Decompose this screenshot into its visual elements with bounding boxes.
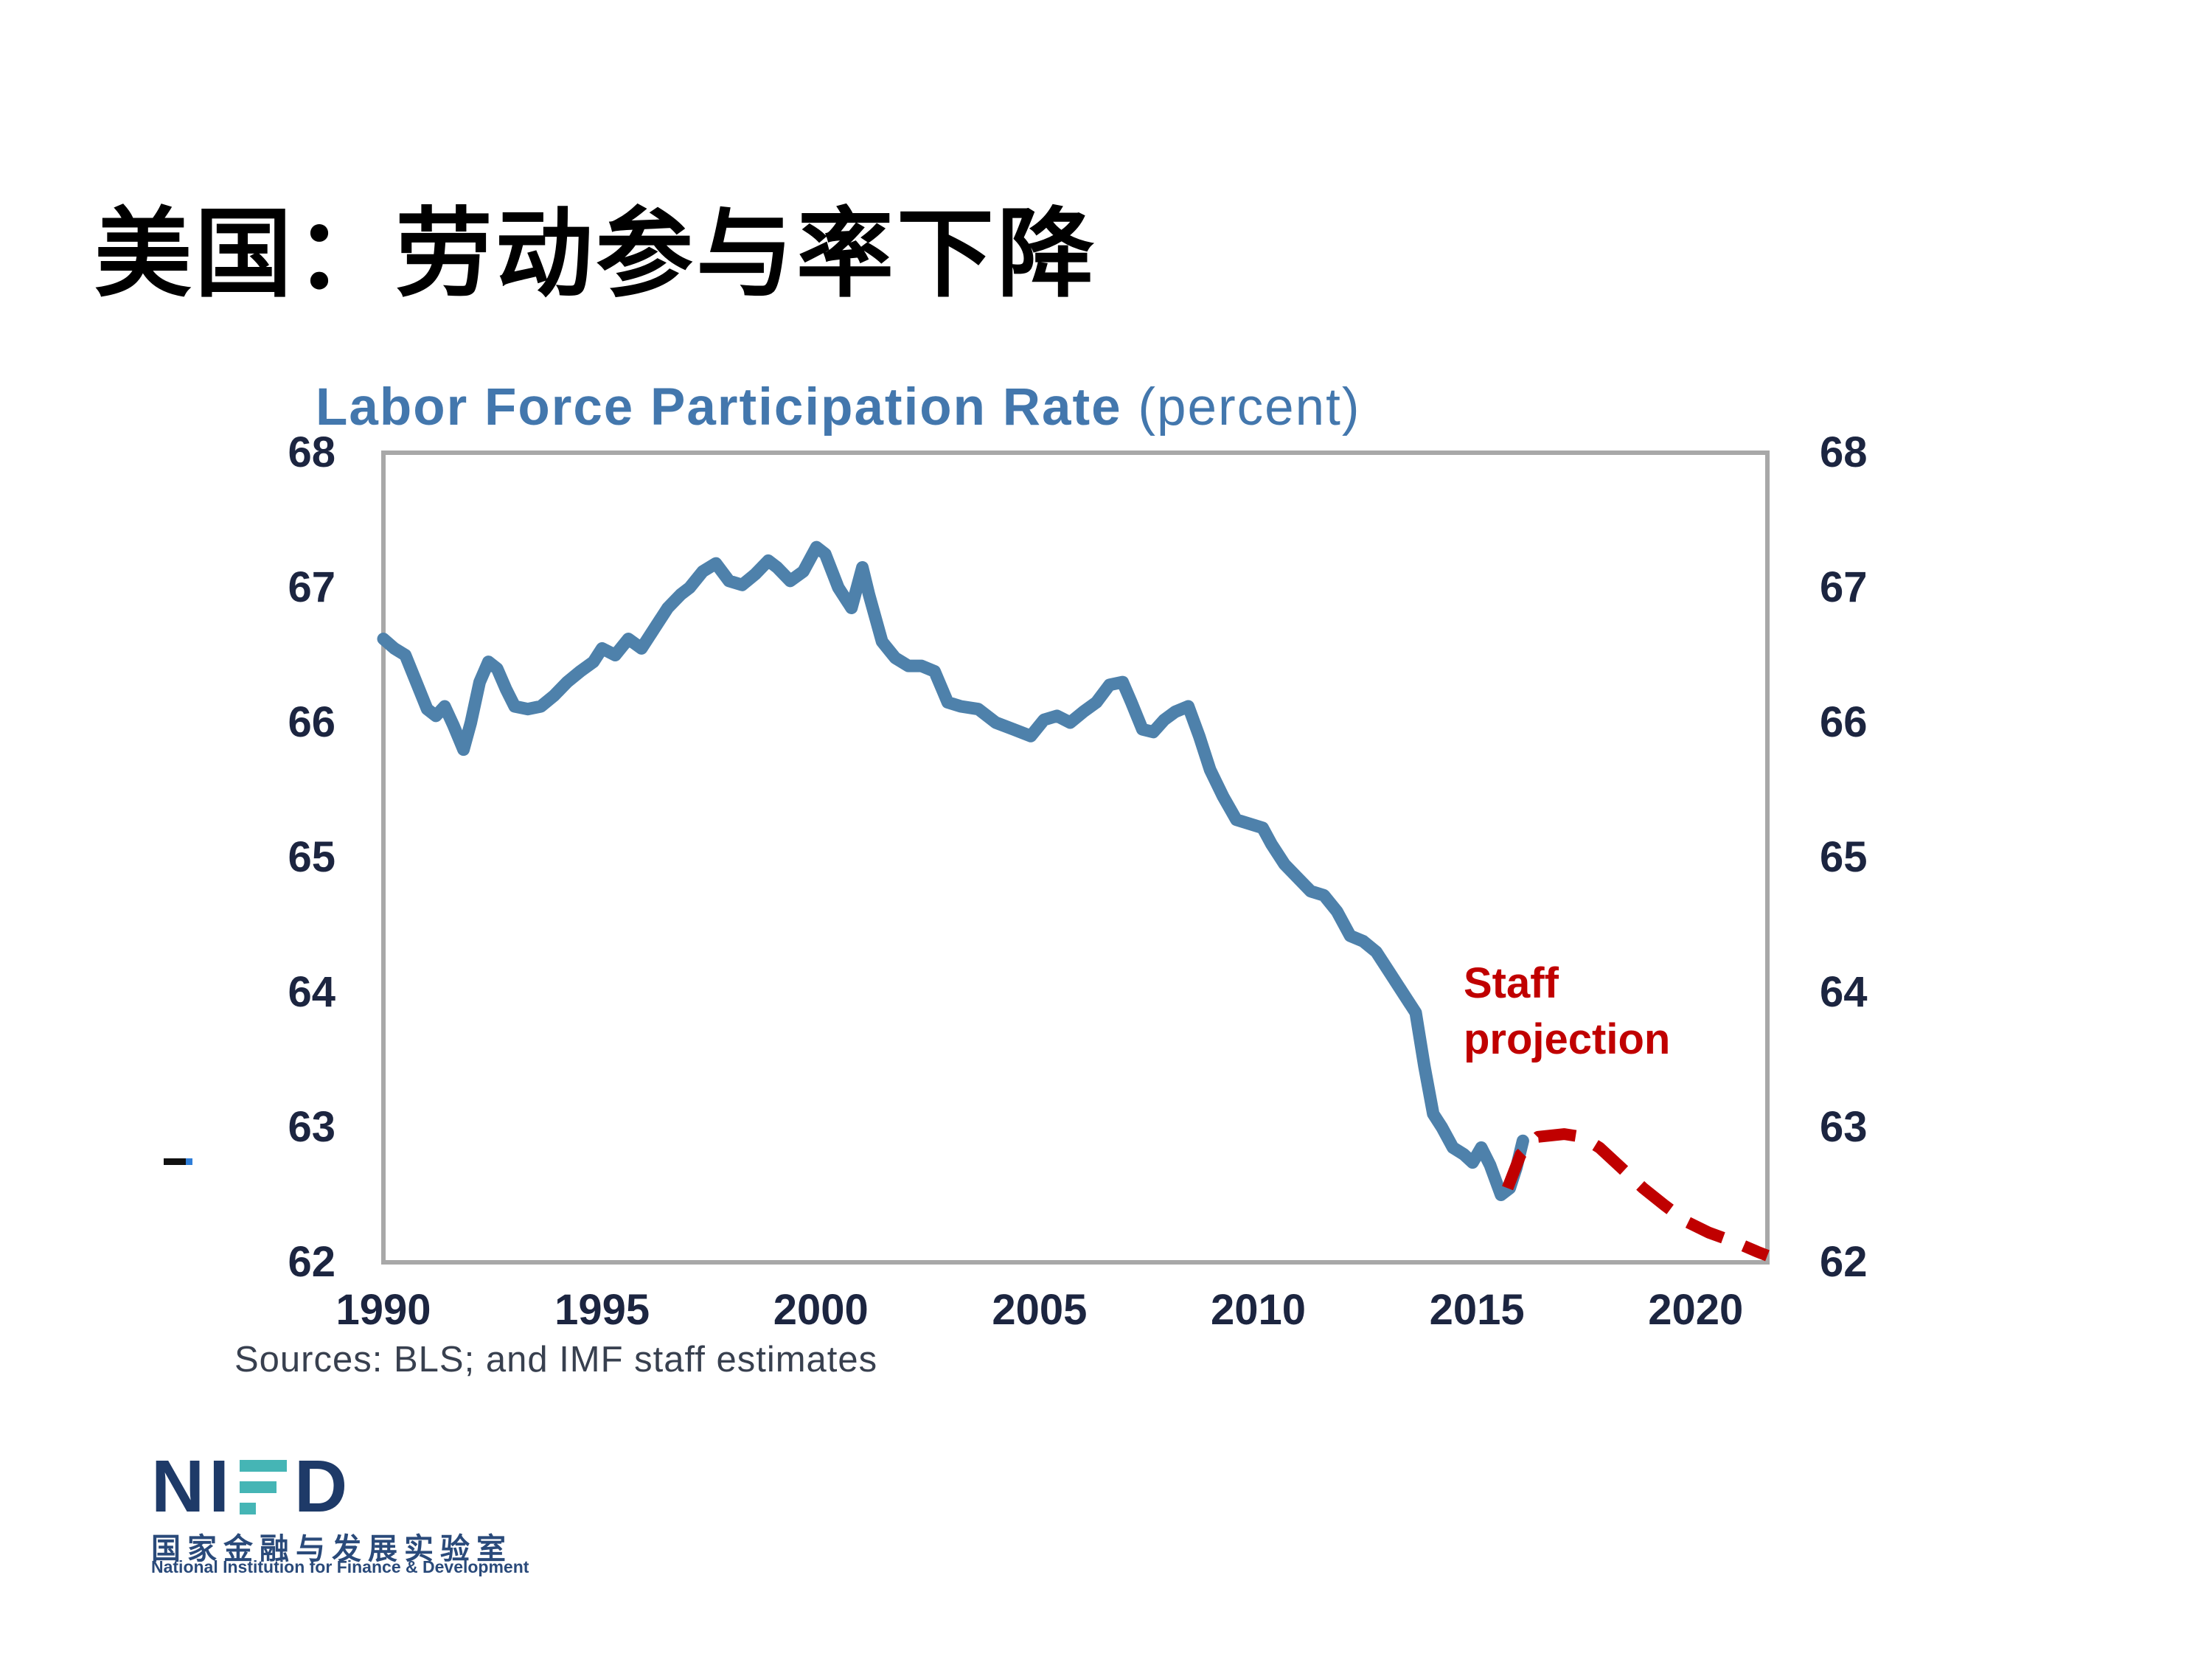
y-tick-label-left: 67: [288, 563, 335, 611]
y-tick-label-right: 67: [1820, 563, 1868, 611]
y-tick-label-left: 64: [288, 968, 335, 1016]
chart-title: Labor Force Participation Rate (percent): [316, 378, 1361, 437]
y-tick-label-left: 66: [288, 698, 335, 746]
plot-border: [381, 451, 1770, 1265]
x-tick-label: 2005: [992, 1286, 1088, 1334]
y-tick-label-right: 66: [1820, 698, 1868, 746]
logo-f-bar-bottom: [240, 1503, 257, 1514]
logo-f-bar-top: [240, 1460, 288, 1472]
dash-bullet-black: [164, 1158, 186, 1165]
y-tick-label-right: 63: [1820, 1103, 1868, 1151]
y-tick-label-right: 68: [1820, 428, 1868, 476]
source-note: Sources: BLS; and IMF staff estimates: [234, 1340, 878, 1380]
y-tick-label-left: 68: [288, 428, 335, 476]
logo-f-bar-middle: [240, 1481, 277, 1493]
x-tick-label: 1995: [554, 1286, 650, 1334]
staff-annotation-line2: projection: [1464, 1015, 1671, 1063]
chart-title-main: Labor Force Participation Rate: [316, 378, 1122, 437]
y-tick-label-left: 62: [288, 1238, 335, 1286]
y-tick-label-right: 64: [1820, 968, 1868, 1016]
staff-projection-annotation: Staff projection: [1464, 956, 1670, 1068]
nifd-logo-chinese-name: 国家金融与发展实验室: [151, 1533, 512, 1565]
logo-letter-f-bars-icon: [240, 1460, 288, 1514]
actual-line: [377, 540, 1529, 1201]
slide-title: 美国：劳动参与率下降: [94, 200, 1097, 308]
y-tick-label-left: 63: [288, 1103, 335, 1151]
y-tick-label-left: 65: [288, 833, 335, 881]
x-tick-label: 2000: [773, 1286, 869, 1334]
staff-annotation-line1: Staff: [1464, 959, 1559, 1007]
nifd-logo-wordmark: N I D: [151, 1445, 352, 1528]
x-tick-label: 2015: [1429, 1286, 1525, 1334]
x-tick-label: 2020: [1648, 1286, 1744, 1334]
logo-letter-i: I: [209, 1445, 230, 1528]
x-tick-label: 2010: [1210, 1286, 1306, 1334]
nifd-logo-english-name: National Institution for Finance & Devel…: [151, 1557, 529, 1576]
y-tick-label-right: 62: [1820, 1238, 1868, 1286]
dash-bullet: [164, 1158, 193, 1165]
dash-bullet-blue: [186, 1158, 192, 1165]
nifd-logo: N I D: [151, 1445, 352, 1528]
y-tick-label-right: 65: [1820, 833, 1868, 881]
logo-letter-n: N: [151, 1445, 205, 1528]
logo-letter-d: D: [294, 1445, 348, 1528]
x-tick-label: 1990: [335, 1286, 431, 1334]
projection-line: [1502, 1128, 1770, 1262]
chart-title-unit: (percent): [1121, 378, 1361, 437]
